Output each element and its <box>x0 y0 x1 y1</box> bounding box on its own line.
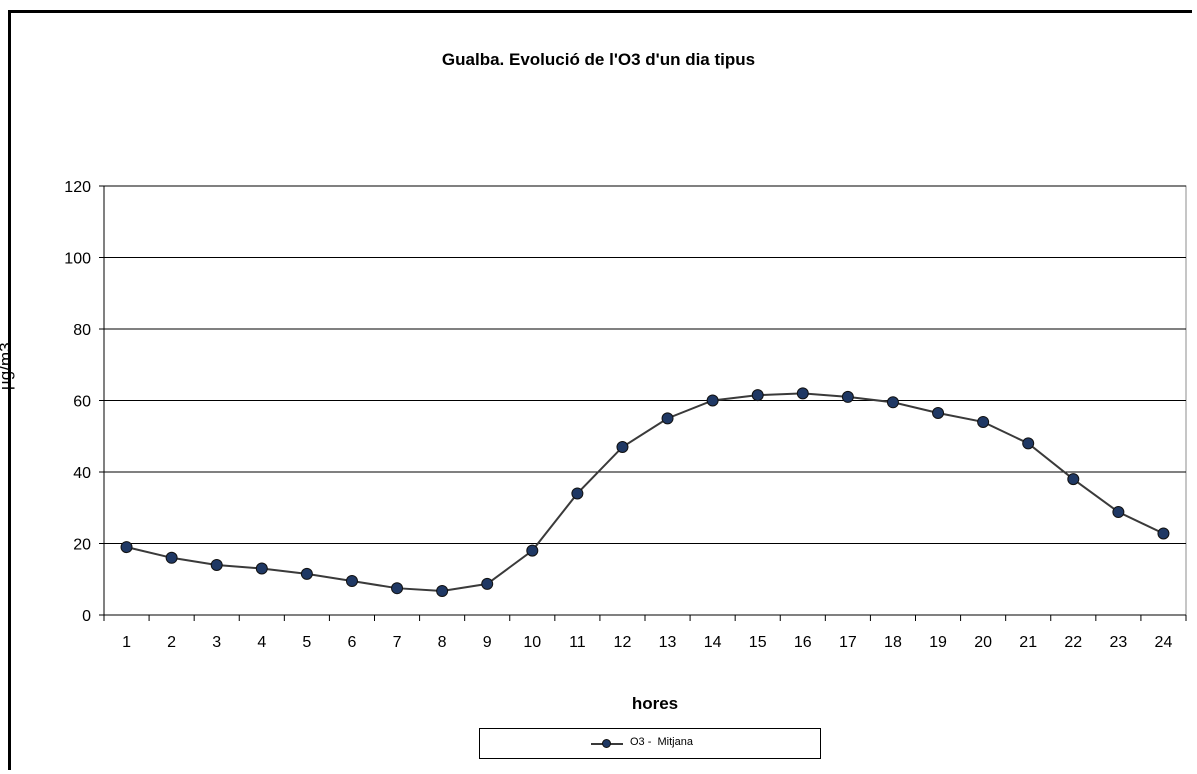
x-tick-label: 22 <box>1064 634 1082 651</box>
x-tick-label: 4 <box>257 634 266 651</box>
x-tick-label: 8 <box>438 634 447 651</box>
x-tick-label: 6 <box>348 634 357 651</box>
x-tick-label: 21 <box>1019 634 1037 651</box>
x-tick-label: 18 <box>884 634 902 651</box>
y-tick-label: 80 <box>73 322 91 339</box>
data-point <box>751 389 764 402</box>
data-point <box>300 567 313 580</box>
data-point <box>977 415 990 428</box>
legend-series-label: O3 - Mitjana <box>630 736 693 748</box>
legend: O3 - Mitjana <box>479 728 821 759</box>
x-tick-label: 20 <box>974 634 992 651</box>
x-tick-label: 19 <box>929 634 947 651</box>
data-point <box>1157 527 1170 540</box>
x-axis-label: hores <box>631 694 679 713</box>
data-point <box>436 585 449 598</box>
x-tick-label: 15 <box>749 634 767 651</box>
data-point <box>391 582 404 595</box>
data-point <box>165 551 178 564</box>
data-point <box>796 387 809 400</box>
data-point <box>661 412 674 425</box>
data-point <box>526 544 539 557</box>
y-tick-label: 60 <box>73 394 91 411</box>
data-point <box>1022 437 1035 450</box>
data-point <box>1067 473 1080 486</box>
x-tick-label: 2 <box>167 634 176 651</box>
x-tick-label: 12 <box>614 634 632 651</box>
x-tick-label: 23 <box>1109 634 1127 651</box>
x-tick-label: 3 <box>212 634 221 651</box>
data-point <box>571 487 584 500</box>
x-tick-label: 1 <box>122 634 131 651</box>
x-tick-label: 14 <box>704 634 722 651</box>
data-point <box>210 558 223 571</box>
y-tick-label: 0 <box>82 608 91 625</box>
chart-title: Gualba. Evolució de l'O3 d'un dia tipus <box>441 50 756 69</box>
data-point <box>616 440 629 453</box>
data-point <box>481 577 494 590</box>
x-tick-label: 5 <box>302 634 311 651</box>
x-tick-label: 17 <box>839 634 857 651</box>
y-tick-label: 100 <box>64 251 91 268</box>
series-line <box>126 392 1164 593</box>
y-tick-label: 20 <box>73 537 91 554</box>
data-point <box>706 394 719 407</box>
data-point <box>345 575 358 588</box>
x-tick-label: 16 <box>794 634 812 651</box>
x-tick-label: 13 <box>659 634 677 651</box>
y-axis-label: µg/m3 <box>0 342 15 390</box>
x-tick-label: 7 <box>393 634 402 651</box>
y-tick-label: 40 <box>73 465 91 482</box>
legend-marker-swatch <box>602 739 611 748</box>
data-point <box>932 407 945 420</box>
x-tick-label: 24 <box>1155 634 1173 651</box>
data-point <box>1112 506 1125 519</box>
x-tick-label: 10 <box>523 634 541 651</box>
y-tick-label: 120 <box>64 179 91 196</box>
data-point <box>841 390 854 403</box>
x-tick-label: 11 <box>569 634 586 651</box>
data-point <box>886 396 899 409</box>
x-tick-label: 9 <box>483 634 492 651</box>
data-point <box>255 562 268 575</box>
data-point <box>120 541 133 554</box>
